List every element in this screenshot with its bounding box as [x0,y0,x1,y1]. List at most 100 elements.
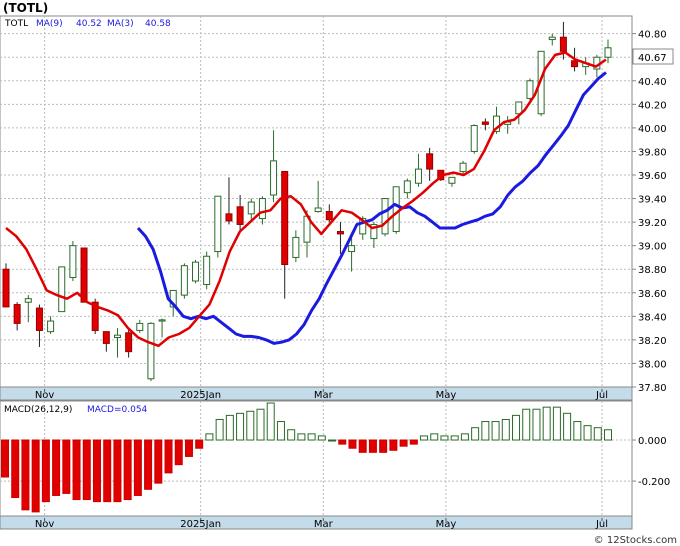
candle [470,124,478,154]
macd-bar [604,429,612,441]
legend-ma3-label: MA(3) [107,19,134,29]
price-tick-label: 39.00 [638,242,667,253]
price-legend: TOTL MA(9) 40.52 MA(3) 40.58 [4,19,171,29]
macd-bar [440,435,449,441]
macd-bar [399,439,408,447]
macd-bar [317,435,326,441]
candle [448,176,456,187]
macd-bar [287,429,296,441]
last-price-value: 40.67 [638,53,667,64]
price-tick-label: 40.20 [638,100,667,111]
candle [214,195,222,258]
legend-ma9-label: MA(9) [36,19,63,29]
price-tick-label: 39.40 [638,195,667,206]
macd-bar [225,414,234,441]
macd-bar [532,408,541,441]
macd-tick-label: 0.000 [638,436,667,447]
macd-bar [154,439,163,484]
price-tick-label: 39.20 [638,218,667,229]
macd-bar [11,439,20,499]
macd-bar [174,439,183,466]
macd-bar [113,439,122,503]
price-tick-label: 38.80 [638,265,667,276]
macd-bar [389,439,398,451]
macd-bar [215,418,224,441]
macd-bar [205,433,214,441]
candle [414,153,422,187]
price-tick-label: 40.40 [638,77,667,88]
price-xtick-label: Mar [314,390,334,401]
macd-legend-value: MACD=0.054 [87,405,148,415]
macd-tick-label: -0.200 [638,477,670,488]
candle [13,302,21,331]
candle [180,263,188,299]
ma9-line [136,71,607,345]
candle [125,328,133,358]
macd-bar [297,433,306,441]
candle [147,322,155,382]
macd-bar [195,439,204,449]
macd-bar [471,427,480,441]
price-tick-label: 38.60 [638,289,667,300]
macd-bar [92,439,101,503]
candle [403,178,411,199]
macd-bar [72,439,81,501]
macd-xtick-label: 2025Jan [180,519,221,530]
candle [459,160,467,174]
macd-bar [450,435,459,441]
legend-symbol: TOTL [4,19,28,29]
candle [236,195,244,231]
macd-bar [307,433,316,441]
macd-bar [512,414,521,441]
candle [258,196,266,225]
price-tick-label: 38.20 [638,336,667,347]
macd-panel: 0.000 -0.200 MACD(26,12,9) MACD=0.054 [0,400,670,517]
price-y-axis: 37.80 38.00 38.20 38.40 38.60 38.80 39.00 39.20… [632,30,667,394]
macd-bar [144,439,153,490]
macd-xtick-label: Jul [595,519,608,530]
candle [192,259,200,284]
candle [381,198,389,237]
macd-bar [31,439,40,513]
price-plot-area [0,15,633,388]
candle [515,101,523,125]
macd-bar [573,421,582,441]
macd-bar [481,421,490,441]
price-xtick-label: Jul [595,390,608,401]
candle [24,295,32,323]
macd-bar [103,439,112,503]
macd-bar [328,439,337,442]
candle [325,204,333,223]
chart-title: (TOTL) [3,1,48,15]
macd-bar [563,412,572,441]
macd-bar [491,421,500,441]
macd-bar [552,406,561,441]
candle [203,251,211,290]
macd-bar [246,410,255,441]
candle [102,331,110,352]
price-xtick-label: Nov [35,390,55,401]
candle [80,247,88,303]
legend-ma9-value: 40.52 [76,19,102,29]
macd-legend: MACD(26,12,9) MACD=0.054 [4,405,148,415]
candle [270,130,278,203]
price-tick-label: 40.80 [638,30,667,41]
macd-bar [52,439,61,496]
price-tick-label: 38.40 [638,312,667,323]
candle [537,50,545,117]
candle [426,147,434,181]
macd-bar [583,425,592,441]
macd-bar [184,439,193,457]
macd-bar [82,439,91,501]
candle [247,198,255,220]
macd-y-axis: 0.000 -0.200 [632,436,670,488]
macd-bar [409,439,418,445]
last-price-tag: 40.67 [632,48,674,65]
macd-bar [62,439,71,494]
macd-bar [542,406,551,441]
macd-xtick-label: Mar [314,519,334,530]
macd-x-axis: Nov2025JanMarMayJulSep [0,515,633,530]
price-panel: 37.80 38.00 38.20 38.40 38.60 38.80 39.00 39.20… [0,15,674,394]
macd-xtick-label: May [436,519,457,530]
candle [225,177,233,225]
